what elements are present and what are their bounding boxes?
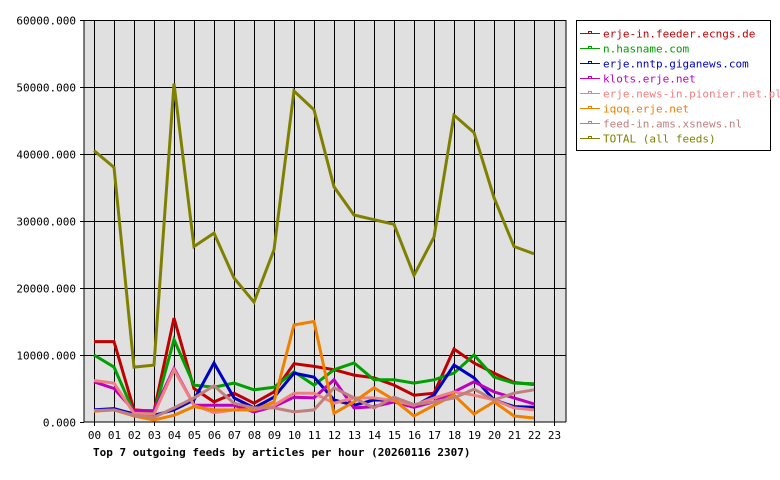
legend-box	[576, 20, 771, 151]
y-tick-label: 0.000	[43, 417, 76, 430]
legend-marker	[588, 121, 592, 124]
legend-marker	[588, 136, 592, 139]
legend-label: n.hasname.com	[603, 43, 689, 56]
y-tick-label: 60000.000	[16, 15, 76, 28]
x-tick-label: 11	[308, 429, 321, 442]
legend-marker	[588, 31, 592, 34]
x-tick-label: 06	[208, 429, 221, 442]
x-tick-label: 17	[428, 429, 441, 442]
legend-label: erje-in.feeder.ecngs.de	[603, 28, 755, 41]
x-tick-label: 23	[548, 429, 561, 442]
x-tick-label: 22	[528, 429, 541, 442]
y-tick-label: 40000.000	[16, 149, 76, 162]
data-series	[93, 83, 535, 422]
legend-label: klots.erje.net	[603, 73, 696, 86]
x-tick-label: 05	[188, 429, 201, 442]
series-line-1	[93, 335, 535, 415]
x-tick-label: 10	[288, 429, 301, 442]
series-line-7	[93, 83, 535, 369]
x-tick-label: 00	[88, 429, 101, 442]
legend-marker	[588, 106, 592, 109]
legend-label: TOTAL (all feeds)	[603, 133, 716, 146]
legend-label: erje.news-in.pionier.net.pl	[603, 88, 780, 101]
legend-marker	[588, 46, 592, 49]
y-tick-label: 30000.000	[16, 216, 76, 229]
x-tick-label: 03	[148, 429, 161, 442]
y-tick-label: 20000.000	[16, 283, 76, 296]
x-tick-label: 16	[408, 429, 421, 442]
legend-label: iqoq.erje.net	[603, 103, 689, 116]
series-line-6	[93, 383, 535, 419]
x-tick-label: 19	[468, 429, 481, 442]
x-tick-label: 08	[248, 429, 261, 442]
x-tick-label: 09	[268, 429, 281, 442]
legend-label: erje.nntp.giganews.com	[603, 58, 749, 71]
legend: erje-in.feeder.ecngs.de n.hasname.com erje…	[576, 20, 780, 151]
y-tick-label: 50000.000	[16, 82, 76, 95]
legend-marker	[588, 61, 592, 64]
x-tick-label: 12	[328, 429, 341, 442]
x-tick-label: 20	[488, 429, 501, 442]
x-tick-label: 14	[368, 429, 382, 442]
x-tick-label: 13	[348, 429, 361, 442]
series-line-5	[93, 319, 535, 422]
series-line-0	[94, 317, 535, 413]
x-tick-label: 18	[448, 429, 461, 442]
x-axis-ticks: 00 01 02 03 04 05 06 07 08 09 10 11 12 13 14 15 16 17 18 19…	[88, 422, 561, 442]
chart-title: Top 7 outgoing feeds by articles per hou…	[93, 446, 471, 459]
legend-label: feed-in.ams.xsnews.nl	[603, 118, 742, 131]
series-line-4	[93, 366, 535, 416]
y-tick-label: 10000.000	[16, 350, 76, 363]
x-tick-label: 02	[128, 429, 141, 442]
x-tick-label: 01	[108, 429, 121, 442]
y-axis-ticks: 0.000 10000.000 20000.000 30000.000 40000.00…	[16, 15, 84, 430]
x-tick-label: 15	[388, 429, 401, 442]
x-tick-label: 07	[228, 429, 241, 442]
legend-marker	[588, 91, 592, 94]
x-tick-label: 04	[168, 429, 182, 442]
x-tick-label: 21	[508, 429, 521, 442]
legend-marker	[588, 76, 592, 79]
